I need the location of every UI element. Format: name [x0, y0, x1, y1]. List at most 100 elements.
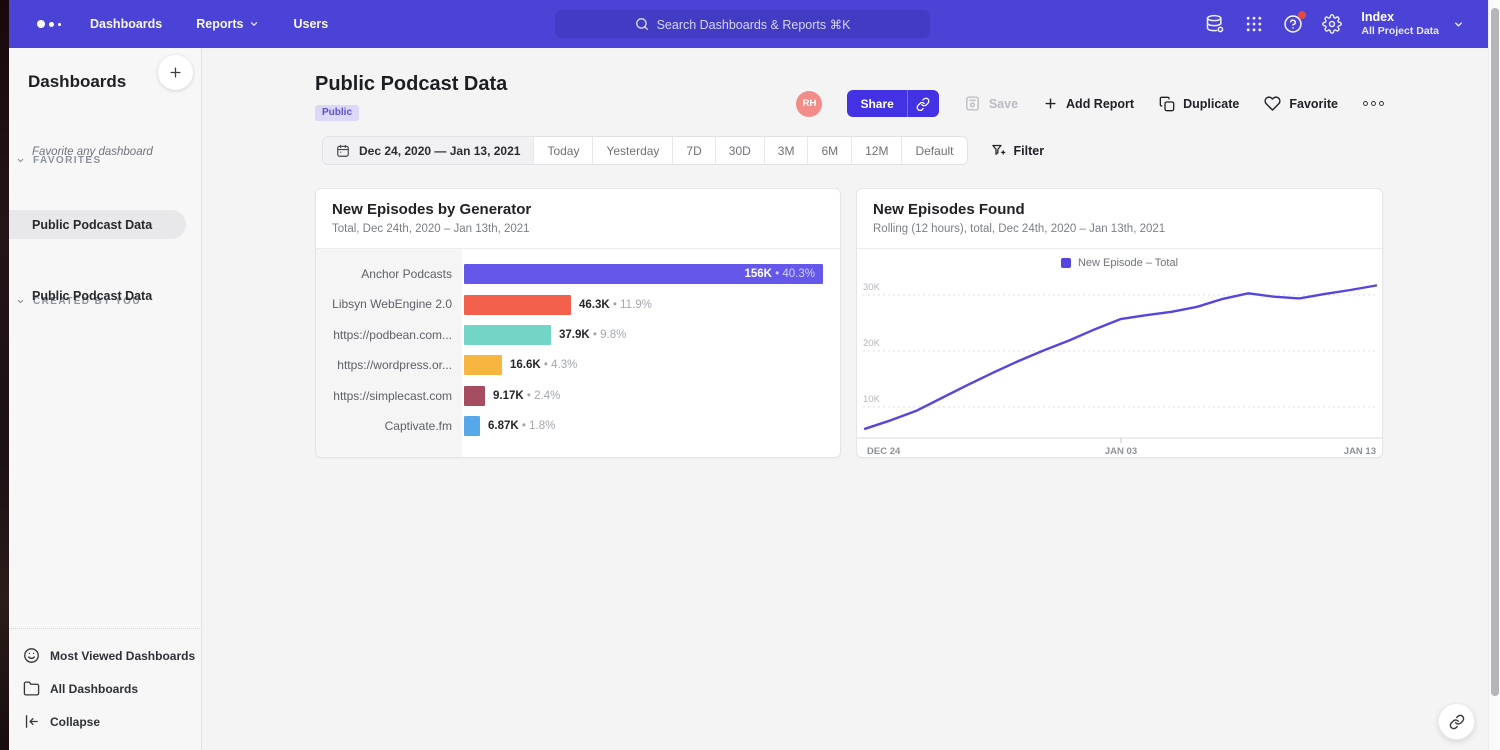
nav-reports[interactable]: Reports [196, 17, 259, 31]
plus-icon [168, 65, 183, 80]
nav-users[interactable]: Users [293, 17, 328, 31]
bar-category-label: Captivate.fm [316, 411, 462, 441]
bar-value-label: 156K • 40.3% [744, 268, 815, 280]
bar-value-label: 9.17K • 2.4% [493, 390, 560, 402]
collapse-left-icon [23, 713, 40, 730]
notification-dot [1298, 11, 1306, 19]
search-icon [635, 17, 649, 31]
date-preset-7d[interactable]: 7D [673, 137, 715, 164]
bar-value-label: 16.6K • 4.3% [510, 359, 577, 371]
filter-funnel-icon [991, 143, 1006, 158]
smiley-icon [23, 647, 40, 664]
all-dashboards-button[interactable]: All Dashboards [9, 672, 202, 705]
date-toolbar: Dec 24, 2020 — Jan 13, 2021 TodayYesterd… [322, 136, 1044, 165]
bar-segment[interactable] [464, 295, 571, 315]
heart-icon [1264, 95, 1281, 112]
line-chart-card: New Episodes Found Rolling (12 hours), t… [856, 188, 1383, 458]
top-nav: Dashboards Reports Users Search Dashboar… [9, 0, 1488, 48]
svg-text:10K: 10K [863, 394, 881, 405]
svg-text:20K: 20K [863, 338, 881, 349]
bar-category-labels: Anchor PodcastsLibsyn WebEngine 2.0https… [316, 249, 462, 457]
save-button[interactable]: Save [964, 95, 1018, 112]
favorites-empty-text: Favorite any dashboard [32, 146, 153, 158]
bar-row: 16.6K • 4.3% [464, 350, 840, 380]
date-preset-30d[interactable]: 30D [716, 137, 765, 164]
page-title: Public Podcast Data [315, 73, 507, 96]
link-icon [1449, 714, 1465, 730]
settings-gear-icon[interactable] [1322, 14, 1342, 34]
date-preset-12m[interactable]: 12M [852, 137, 902, 164]
date-range-picker[interactable]: Dec 24, 2020 — Jan 13, 2021 [323, 137, 534, 164]
line-chart-subtitle: Rolling (12 hours), total, Dec 24th, 202… [873, 223, 1366, 235]
favorite-button[interactable]: Favorite [1264, 95, 1338, 112]
svg-text:JAN 13: JAN 13 [1344, 446, 1376, 457]
date-preset-today[interactable]: Today [534, 137, 593, 164]
chevron-down-icon [1453, 19, 1464, 30]
search-input[interactable]: Search Dashboards & Reports ⌘K [555, 10, 930, 38]
date-preset-3m[interactable]: 3M [765, 137, 809, 164]
new-dashboard-button[interactable] [158, 55, 193, 90]
save-icon [964, 95, 981, 112]
date-range-bar: Dec 24, 2020 — Jan 13, 2021 TodayYesterd… [322, 136, 968, 165]
nav-dashboards[interactable]: Dashboards [90, 17, 162, 31]
floating-share-link-button[interactable] [1438, 703, 1475, 740]
bar-segment[interactable] [464, 416, 480, 436]
date-preset-yesterday[interactable]: Yesterday [593, 137, 673, 164]
bar-category-label: Libsyn WebEngine 2.0 [316, 289, 462, 319]
data-sources-icon[interactable] [1205, 14, 1225, 34]
share-split-button: Share [847, 90, 938, 117]
chart-legend: New Episode – Total [857, 251, 1382, 275]
line-chart-title: New Episodes Found [873, 201, 1366, 218]
bar-row: 6.87K • 1.8% [464, 411, 840, 441]
collapse-sidebar-button[interactable]: Collapse [9, 705, 202, 738]
apps-grid-icon[interactable] [1244, 14, 1264, 34]
bar-segment[interactable] [464, 325, 551, 345]
header-actions: RH Share Save Add Report Duplicate Favor… [796, 90, 1384, 117]
share-button[interactable]: Share [847, 90, 906, 117]
bar-segment[interactable] [464, 355, 502, 375]
bar-category-label: https://simplecast.com [316, 381, 462, 411]
bar-category-label: https://wordpress.or... [316, 350, 462, 380]
bar-chart-subtitle: Total, Dec 24th, 2020 – Jan 13th, 2021 [332, 223, 824, 235]
bar-segment[interactable]: 156K • 40.3% [464, 264, 823, 284]
app-logo-dots-icon[interactable] [37, 20, 61, 28]
legend-swatch [1061, 258, 1071, 268]
date-preset-default[interactable]: Default [902, 137, 966, 164]
bar-rows: 156K • 40.3% 46.3K • 11.9% 37.9K • 9.8% 16.… [462, 249, 840, 457]
project-selector[interactable]: Index All Project Data [1361, 10, 1464, 39]
bar-chart-card: New Episodes by Generator Total, Dec 24t… [315, 188, 841, 458]
legend-label: New Episode – Total [1078, 257, 1178, 269]
bar-category-label: https://podbean.com... [316, 320, 462, 350]
bar-value-label: 6.87K • 1.8% [488, 420, 555, 432]
duplicate-button[interactable]: Duplicate [1159, 96, 1239, 112]
sidebar-item-public-podcast-data-active[interactable]: Public Podcast Data [9, 210, 186, 239]
bar-row: 46.3K • 11.9% [464, 289, 840, 319]
svg-text:DEC 24: DEC 24 [867, 446, 901, 457]
avatar[interactable]: RH [796, 91, 822, 117]
more-options-button[interactable] [1363, 101, 1384, 106]
bar-row: 156K • 40.3% [464, 259, 840, 289]
share-link-button[interactable] [907, 90, 939, 117]
bar-row: 9.17K • 2.4% [464, 381, 840, 411]
most-viewed-dashboards-button[interactable]: Most Viewed Dashboards [9, 639, 202, 672]
bar-value-label: 46.3K • 11.9% [579, 299, 652, 311]
svg-text:JAN 03: JAN 03 [1105, 446, 1137, 457]
search-placeholder: Search Dashboards & Reports ⌘K [657, 17, 851, 32]
public-badge: Public [315, 105, 359, 121]
add-report-button[interactable]: Add Report [1043, 96, 1134, 111]
date-preset-6m[interactable]: 6M [808, 137, 852, 164]
project-name: Index [1361, 10, 1439, 26]
filter-button[interactable]: Filter [991, 143, 1045, 158]
window-scrollbar[interactable] [1488, 0, 1500, 750]
bar-value-label: 37.9K • 9.8% [559, 329, 626, 341]
bar-row: 37.9K • 9.8% [464, 320, 840, 350]
bar-segment[interactable] [464, 386, 485, 406]
help-icon[interactable] [1283, 14, 1303, 34]
bar-chart-title: New Episodes by Generator [332, 201, 824, 218]
svg-text:30K: 30K [863, 282, 881, 293]
sidebar-title: Dashboards [28, 72, 126, 92]
scrollbar-thumb[interactable] [1491, 8, 1499, 696]
calendar-icon [336, 144, 350, 158]
copy-icon [1159, 96, 1175, 112]
sidebar-item-public-podcast-data[interactable]: Public Podcast Data [9, 281, 186, 310]
